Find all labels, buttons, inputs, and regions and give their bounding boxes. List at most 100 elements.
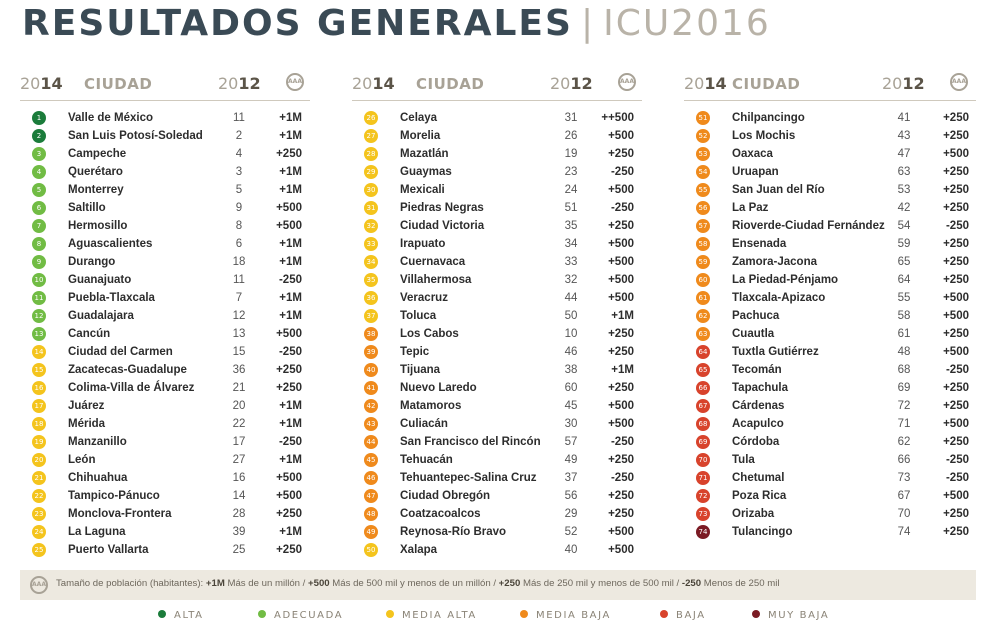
rank-badge: 53 [696, 147, 710, 161]
population-size: +250 [943, 328, 969, 340]
column-header: 2014 CIUDAD 2012 AAA [20, 70, 310, 101]
city-name: Chilpancingo [732, 112, 805, 124]
legend-label: ADECUADA [274, 610, 344, 621]
rank-2012: 40 [564, 544, 578, 556]
population-size: -250 [610, 166, 634, 178]
population-size: +500 [943, 148, 969, 160]
rank-2012: 69 [897, 382, 911, 394]
population-icon: AAA [286, 73, 304, 91]
population-size: -250 [945, 472, 969, 484]
table-row: 59 Zamora-Jacona 65 +250 [684, 253, 976, 271]
table-row: 67 Cárdenas 72 +250 [684, 397, 976, 415]
city-name: Valle de México [68, 112, 154, 124]
population-size: +1M [279, 454, 302, 466]
city-name: Toluca [400, 310, 437, 322]
population-size: +250 [943, 400, 969, 412]
rank-2012: 34 [564, 238, 578, 250]
table-row: 72 Poza Rica 67 +500 [684, 487, 976, 505]
table-row: 35 Villahermosa 32 +500 [352, 271, 642, 289]
city-name: La Piedad-Pénjamo [732, 274, 839, 286]
rank-2012: 66 [897, 454, 911, 466]
rank-badge: 37 [364, 309, 378, 323]
table-row: 53 Oaxaca 47 +500 [684, 145, 976, 163]
table-row: 39 Tepic 46 +250 [352, 343, 642, 361]
rank-badge: 26 [364, 111, 378, 125]
city-name: Xalapa [400, 544, 438, 556]
rank-badge: 27 [364, 129, 378, 143]
rank-badge: 65 [696, 363, 710, 377]
rank-badge: 31 [364, 201, 378, 215]
rank-badge: 36 [364, 291, 378, 305]
table-row: 46 Tehuantepec-Salina Cruz 37 -250 [352, 469, 642, 487]
rank-badge: 29 [364, 165, 378, 179]
population-size: +250 [943, 166, 969, 178]
table-row: 36 Veracruz 44 +500 [352, 289, 642, 307]
rank-2012: 63 [897, 166, 911, 178]
rank-2012: 10 [564, 328, 578, 340]
note-key-250: +250 [498, 578, 521, 589]
table-row: 74 Tulancingo 74 +250 [684, 523, 976, 541]
city-name: Coatzacoalcos [400, 508, 481, 520]
table-row: 62 Pachuca 58 +500 [684, 307, 976, 325]
note-key-minus250: -250 [681, 578, 702, 589]
population-size: +1M [279, 184, 302, 196]
rank-badge: 7 [32, 219, 46, 233]
rank-2012: 31 [564, 112, 578, 124]
rank-badge: 72 [696, 489, 710, 503]
title-year: ICU2016 [603, 3, 771, 44]
population-size: +500 [943, 490, 969, 502]
table-row: 3 Campeche 4 +250 [20, 145, 310, 163]
table-row: 38 Los Cabos 10 +250 [352, 325, 642, 343]
table-row: 54 Uruapan 63 +250 [684, 163, 976, 181]
city-name: Morelia [400, 130, 441, 142]
note-key-500: +500 [308, 578, 330, 589]
city-name: Chetumal [732, 472, 785, 484]
city-name: Tehuantepec-Salina Cruz [400, 472, 537, 484]
table-row: 29 Guaymas 23 -250 [352, 163, 642, 181]
rank-badge: 24 [32, 525, 46, 539]
rank-badge: 5 [32, 183, 46, 197]
city-name: Culiacán [400, 418, 448, 430]
table-row: 55 San Juan del Río 53 +250 [684, 181, 976, 199]
population-size: +1M [279, 130, 302, 142]
rank-badge: 34 [364, 255, 378, 269]
header-year-2012: 2012 [882, 74, 925, 93]
city-name: Ciudad Obregón [400, 490, 491, 502]
population-size: +250 [276, 382, 302, 394]
rank-badge: 2 [32, 129, 46, 143]
rank-badge: 64 [696, 345, 710, 359]
population-size: +500 [608, 544, 634, 556]
city-name: Colima-Villa de Álvarez [68, 382, 195, 394]
rank-badge: 48 [364, 507, 378, 521]
city-name: Cuernavaca [400, 256, 466, 268]
rank-2012: 29 [564, 508, 578, 520]
rank-2012: 38 [564, 364, 578, 376]
rank-2012: 60 [564, 382, 578, 394]
table-row: 17 Juárez 20 +1M [20, 397, 310, 415]
city-name: Mazatlán [400, 148, 449, 160]
table-row: 19 Manzanillo 17 -250 [20, 433, 310, 451]
population-size: +500 [276, 490, 302, 502]
city-name: Cárdenas [732, 400, 785, 412]
population-note-text: Tamaño de población (habitantes): +1M Má… [56, 578, 779, 589]
city-name: Córdoba [732, 436, 780, 448]
population-size: +500 [608, 130, 634, 142]
city-name: Aguascalientes [68, 238, 153, 250]
legend-label: MEDIA BAJA [536, 610, 611, 621]
rank-badge: 68 [696, 417, 710, 431]
table-row: 9 Durango 18 +1M [20, 253, 310, 271]
population-size: +1M [279, 400, 302, 412]
table-row: 71 Chetumal 73 -250 [684, 469, 976, 487]
table-row: 14 Ciudad del Carmen 15 -250 [20, 343, 310, 361]
city-name: Zamora-Jacona [732, 256, 818, 268]
table-row: 16 Colima-Villa de Álvarez 21 +250 [20, 379, 310, 397]
table-row: 5 Monterrey 5 +1M [20, 181, 310, 199]
city-name: Ciudad del Carmen [68, 346, 173, 358]
legend-dot [520, 610, 528, 618]
city-name: Reynosa-Río Bravo [400, 526, 507, 538]
city-name: Matamoros [400, 400, 462, 412]
city-name: Rioverde-Ciudad Fernández [732, 220, 885, 232]
rank-2012: 58 [897, 310, 911, 322]
note-val-250: Más de 250 mil y menos de 500 mil / [522, 578, 680, 589]
table-row: 13 Cancún 13 +500 [20, 325, 310, 343]
